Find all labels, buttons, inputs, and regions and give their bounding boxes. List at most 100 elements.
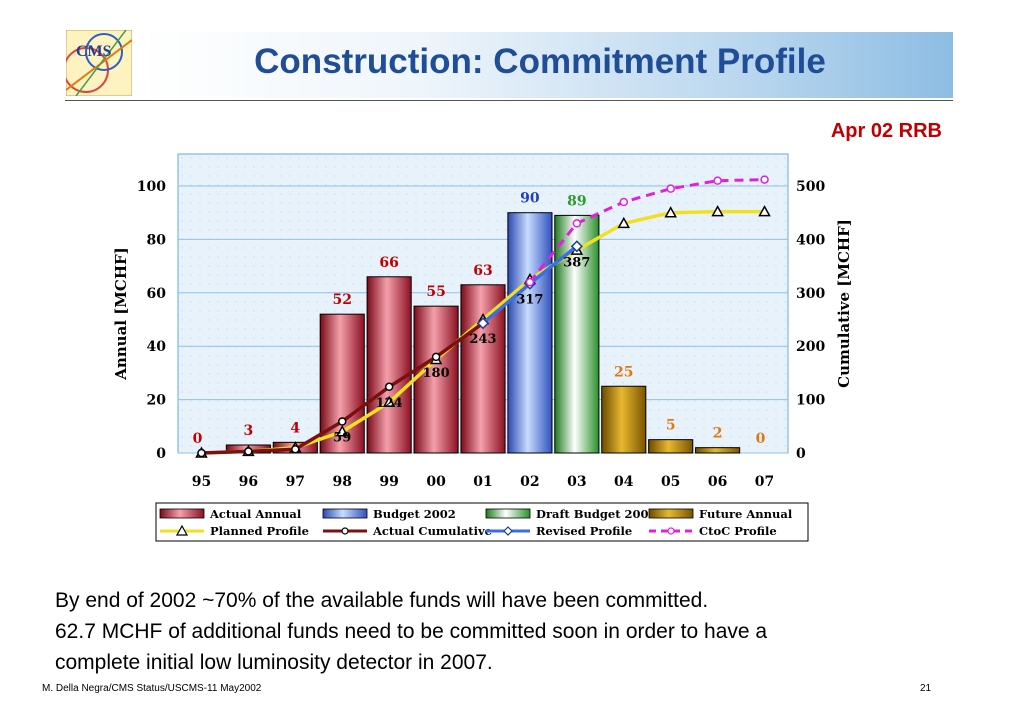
plot-texture: [712, 301, 714, 303]
plot-texture: [199, 328, 201, 330]
plot-texture: [694, 373, 696, 375]
plot-texture: [208, 328, 210, 330]
plot-texture: [244, 328, 246, 330]
plot-texture: [433, 229, 435, 231]
plot-texture: [730, 184, 732, 186]
slide-title: Construction: Commitment Profile: [254, 42, 826, 81]
plot-texture: [208, 310, 210, 312]
plot-texture: [712, 409, 714, 411]
plot-texture: [271, 364, 273, 366]
plot-texture: [766, 427, 768, 429]
plot-texture: [208, 247, 210, 249]
plot-texture: [271, 337, 273, 339]
plot-texture: [235, 427, 237, 429]
plot-texture: [424, 157, 426, 159]
plot-texture: [622, 211, 624, 213]
plot-texture: [226, 337, 228, 339]
line-point: [758, 205, 771, 217]
plot-texture: [298, 328, 300, 330]
plot-texture: [217, 445, 219, 447]
plot-texture: [253, 211, 255, 213]
plot-texture: [676, 175, 678, 177]
plot-texture: [550, 193, 552, 195]
plot-texture: [712, 202, 714, 204]
plot-texture: [784, 409, 786, 411]
plot-texture: [307, 247, 309, 249]
plot-texture: [694, 247, 696, 249]
plot-texture: [739, 193, 741, 195]
plot-texture: [352, 157, 354, 159]
plot-texture: [289, 265, 291, 267]
plot-texture: [487, 184, 489, 186]
bar-value-label: 5: [666, 418, 676, 434]
plot-texture: [505, 211, 507, 213]
legend-label: Budget 2002: [373, 507, 456, 521]
plot-texture: [649, 166, 651, 168]
plot-texture: [190, 283, 192, 285]
plot-texture: [658, 328, 660, 330]
plot-texture: [784, 427, 786, 429]
plot-texture: [289, 319, 291, 321]
plot-texture: [289, 175, 291, 177]
plot-texture: [244, 391, 246, 393]
x-tick-label: 07: [755, 474, 774, 490]
plot-texture: [748, 301, 750, 303]
plot-texture: [757, 328, 759, 330]
plot-texture: [208, 436, 210, 438]
plot-texture: [703, 364, 705, 366]
bar-value-label: 0: [756, 431, 766, 447]
plot-texture: [442, 274, 444, 276]
plot-texture: [451, 166, 453, 168]
plot-texture: [235, 391, 237, 393]
line-point: [570, 240, 583, 253]
plot-texture: [739, 202, 741, 204]
plot-texture: [208, 301, 210, 303]
plot-texture: [784, 184, 786, 186]
plot-texture: [658, 310, 660, 312]
plot-texture: [271, 175, 273, 177]
plot-texture: [415, 175, 417, 177]
plot-texture: [208, 373, 210, 375]
line-point: [431, 352, 441, 362]
plot-texture: [631, 364, 633, 366]
plot-texture: [604, 274, 606, 276]
plot-texture: [487, 265, 489, 267]
plot-texture: [649, 409, 651, 411]
x-tick-label: 98: [332, 474, 351, 490]
plot-texture: [361, 229, 363, 231]
plot-texture: [406, 274, 408, 276]
plot-texture: [352, 211, 354, 213]
plot-texture: [478, 184, 480, 186]
legend-box: [155, 502, 809, 542]
plot-texture: [604, 247, 606, 249]
plot-texture: [298, 436, 300, 438]
plot-texture: [739, 184, 741, 186]
plot-texture: [748, 373, 750, 375]
legend-marker: [503, 526, 513, 536]
plot-texture: [577, 193, 579, 195]
plot-texture: [613, 247, 615, 249]
plot-texture: [307, 274, 309, 276]
plot-texture: [730, 283, 732, 285]
plot-texture: [190, 418, 192, 420]
plot-texture: [298, 193, 300, 195]
plot-texture: [649, 355, 651, 357]
plot-texture: [712, 427, 714, 429]
plot-texture: [640, 382, 642, 384]
plot-texture: [712, 220, 714, 222]
plot-texture: [658, 184, 660, 186]
plot-texture: [487, 256, 489, 258]
plot-texture: [397, 202, 399, 204]
plot-texture: [676, 436, 678, 438]
plot-texture: [757, 256, 759, 258]
plot-texture: [649, 220, 651, 222]
line-point: [760, 175, 769, 184]
plot-texture: [181, 229, 183, 231]
plot-texture: [721, 247, 723, 249]
plot-texture: [487, 247, 489, 249]
plot-texture: [685, 373, 687, 375]
plot-texture: [253, 319, 255, 321]
plot-texture: [280, 328, 282, 330]
plot-texture: [739, 283, 741, 285]
plot-texture: [703, 184, 705, 186]
